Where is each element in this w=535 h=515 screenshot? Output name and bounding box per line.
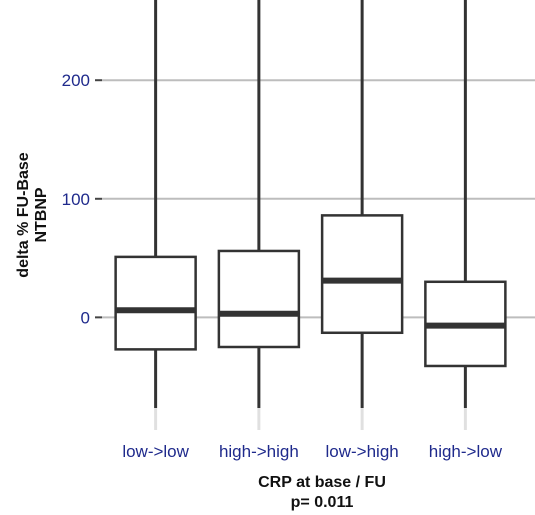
iqr-box (114, 255, 197, 351)
x-tick-label-1: low->low (122, 442, 189, 461)
x-axis-title: CRP at base / FU (258, 474, 386, 491)
y-tick-label-100: 100 (62, 190, 90, 209)
box-1 (114, 0, 197, 430)
iqr-box (217, 249, 301, 349)
p-value-subtitle: p= 0.011 (291, 494, 354, 511)
box-4 (424, 0, 507, 430)
y-axis-title-line1: delta % FU-Base (15, 152, 32, 277)
x-tick-label-2: high->high (219, 442, 299, 461)
tick-labels: 0 100 200 low->low high->high low->high high->… (62, 71, 503, 461)
iqr-box (320, 214, 404, 335)
box-2 (217, 0, 301, 430)
y-tick-label-200: 200 (62, 71, 90, 90)
x-tick-label-4: high->low (429, 442, 503, 461)
box-3 (320, 0, 404, 430)
x-tick-label-3: low->high (326, 442, 399, 461)
y-tick-label-0: 0 (81, 308, 90, 327)
y-axis-title-line2: NTBNP (33, 187, 50, 242)
boxes (114, 0, 507, 430)
